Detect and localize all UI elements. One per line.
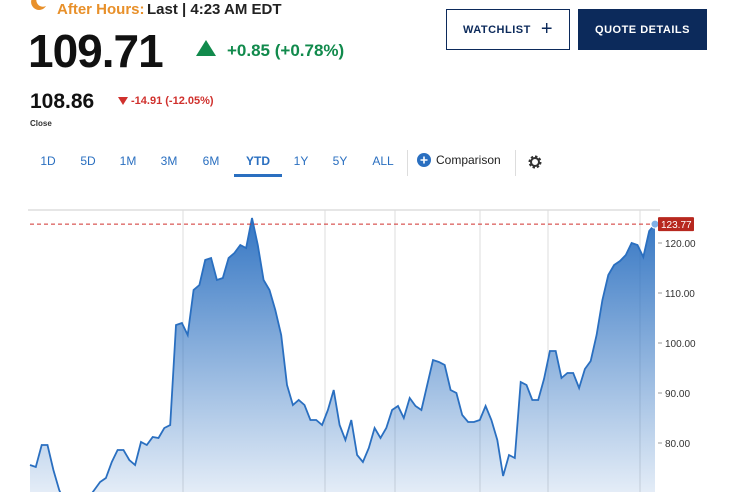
last-point (650, 219, 660, 229)
y-tick-label: 110.00 (665, 289, 695, 300)
separator (515, 150, 516, 176)
up-arrow (196, 40, 216, 56)
range-tab[interactable]: 5D (80, 154, 96, 168)
last-price-tag (658, 217, 694, 232)
y-tick-label: 120.00 (665, 239, 696, 250)
range-tab[interactable]: ALL (372, 154, 394, 168)
area-fill (30, 218, 655, 492)
close-change: -14.91 (-12.05%) (131, 95, 214, 107)
add-icon (417, 153, 431, 167)
after-hours-label: After Hours: (57, 1, 145, 18)
quote-details-button[interactable]: QUOTE DETAILS (578, 9, 707, 50)
price-change: +0.85 (+0.78%) (227, 41, 345, 60)
down-arrow (118, 97, 128, 105)
range-tab[interactable]: 1Y (293, 154, 309, 168)
range-tab[interactable]: YTD (234, 154, 282, 177)
comparison-text: Comparison (436, 153, 501, 167)
plot (29, 217, 656, 492)
close-price: 108.86 (30, 90, 95, 113)
y-tick-label: 90.00 (665, 389, 690, 400)
y-tick-label: 100.00 (665, 339, 696, 350)
close-label: Close (30, 119, 52, 128)
range-tab[interactable]: 5Y (332, 154, 348, 168)
range-tab[interactable]: 1M (119, 154, 137, 168)
price-line (29, 217, 656, 492)
settings-icon[interactable] (527, 154, 543, 170)
watchlist-button[interactable]: WATCHLIST + (446, 9, 570, 50)
comparison-button[interactable]: Comparison (417, 153, 501, 167)
separator (407, 150, 408, 176)
last-time: Last | 4:23 AM EDT (147, 1, 282, 18)
price: 109.71 (28, 25, 164, 77)
range-tab[interactable]: 3M (160, 154, 178, 168)
plus-icon: + (540, 18, 554, 40)
watchlist-text: WATCHLIST (462, 23, 531, 36)
last-price-label: 123.77 (661, 220, 692, 231)
range-tab[interactable]: 6M (202, 154, 220, 168)
range-tab[interactable]: 1D (40, 154, 56, 168)
moon-icon (31, 0, 46, 10)
y-tick-label: 80.00 (665, 439, 690, 450)
